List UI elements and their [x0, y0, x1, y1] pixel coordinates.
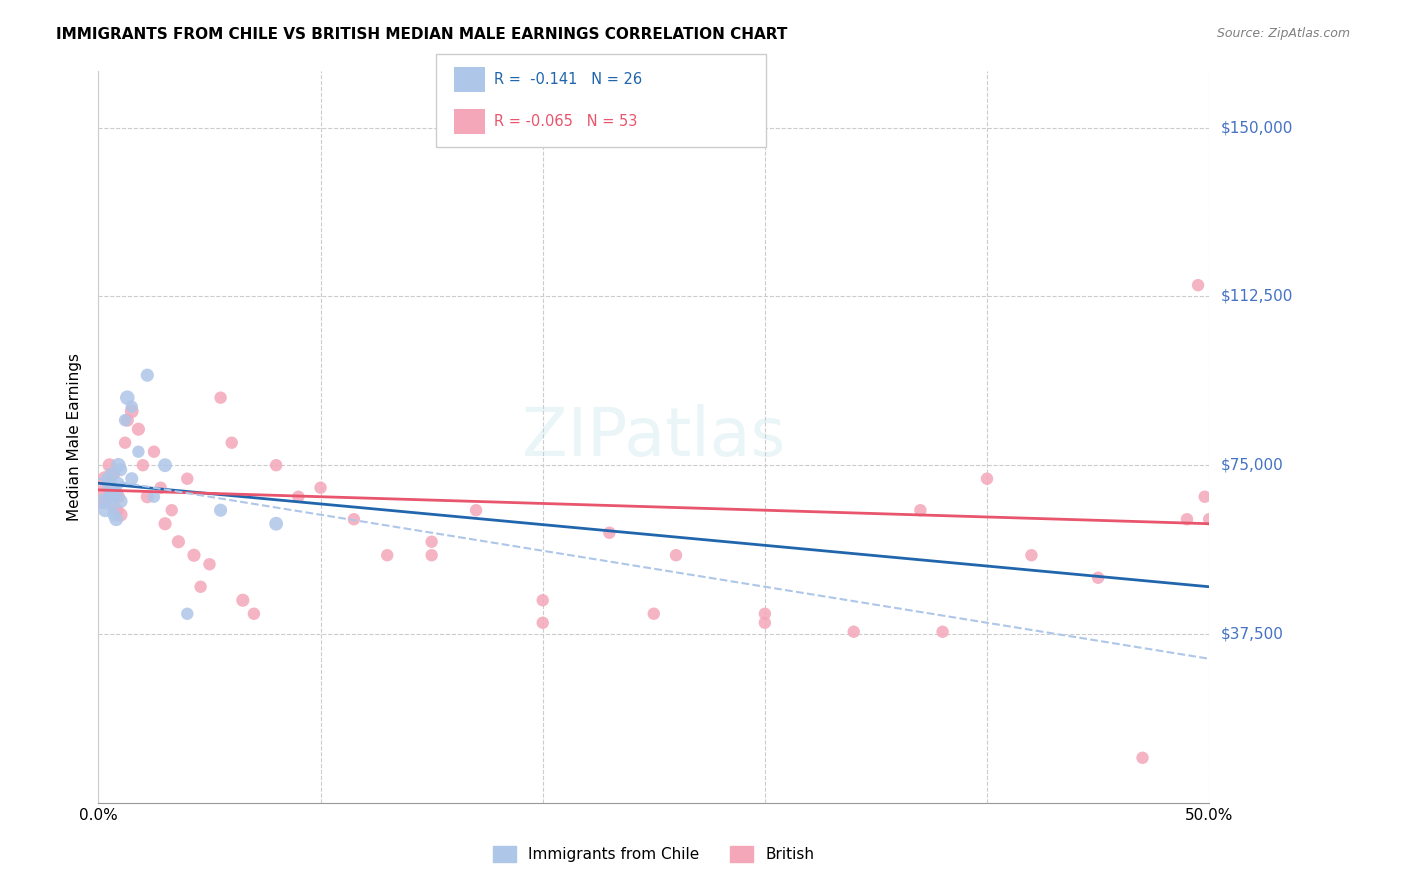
Point: [198, 558, 221, 572]
Text: Source: ZipAtlas.com: Source: ZipAtlas.com: [1216, 27, 1350, 40]
Point: [190, 580, 212, 594]
Point: [287, 490, 309, 504]
Point: [665, 548, 688, 562]
Point: [107, 476, 129, 491]
Text: R =  -0.141   N = 26: R = -0.141 N = 26: [494, 72, 641, 87]
Point: [132, 458, 155, 473]
Point: [149, 481, 172, 495]
Point: [1132, 751, 1154, 765]
Text: $37,500: $37,500: [1220, 626, 1284, 641]
Point: [136, 368, 159, 383]
Point: [209, 503, 232, 517]
Text: R = -0.065   N = 53: R = -0.065 N = 53: [494, 114, 637, 128]
Point: [1087, 571, 1109, 585]
Point: [643, 607, 665, 621]
Point: [94, 503, 117, 517]
Point: [176, 607, 198, 621]
Point: [153, 516, 176, 531]
Text: IMMIGRANTS FROM CHILE VS BRITISH MEDIAN MALE EARNINGS CORRELATION CHART: IMMIGRANTS FROM CHILE VS BRITISH MEDIAN …: [56, 27, 787, 42]
Point: [1187, 278, 1209, 293]
Point: [343, 512, 366, 526]
Point: [117, 413, 139, 427]
Point: [243, 607, 266, 621]
Point: [420, 548, 443, 562]
Point: [96, 472, 118, 486]
Point: [107, 490, 129, 504]
Point: [105, 503, 128, 517]
Text: $150,000: $150,000: [1220, 120, 1292, 135]
Point: [107, 458, 129, 473]
Point: [176, 472, 198, 486]
Point: [136, 490, 159, 504]
Point: [309, 481, 332, 495]
Point: [127, 444, 149, 458]
Point: [465, 503, 488, 517]
Point: [221, 435, 243, 450]
Point: [598, 525, 620, 540]
Point: [98, 481, 121, 495]
Point: [160, 503, 183, 517]
Point: [754, 607, 776, 621]
Text: ZIPatlas: ZIPatlas: [522, 404, 786, 470]
Point: [91, 494, 114, 508]
Point: [121, 400, 143, 414]
Point: [100, 481, 122, 495]
Point: [754, 615, 776, 630]
Point: [531, 615, 554, 630]
Legend: Immigrants from Chile, British: Immigrants from Chile, British: [486, 840, 821, 868]
Point: [105, 485, 128, 500]
Point: [98, 458, 121, 473]
Point: [100, 499, 122, 513]
Point: [842, 624, 865, 639]
Point: [100, 467, 122, 482]
Point: [910, 503, 932, 517]
Y-axis label: Median Male Earnings: Median Male Earnings: [67, 353, 83, 521]
Point: [167, 534, 190, 549]
Point: [143, 490, 166, 504]
Point: [103, 490, 125, 504]
Point: [153, 458, 176, 473]
Point: [209, 391, 232, 405]
Point: [127, 422, 149, 436]
Point: [143, 444, 166, 458]
Point: [1021, 548, 1043, 562]
Point: [931, 624, 953, 639]
Point: [91, 490, 114, 504]
Point: [110, 508, 132, 522]
Point: [183, 548, 205, 562]
Point: [375, 548, 398, 562]
Point: [117, 391, 139, 405]
Point: [103, 467, 125, 482]
Point: [94, 472, 117, 486]
Point: [264, 458, 287, 473]
Point: [264, 516, 287, 531]
Point: [114, 413, 136, 427]
Text: $75,000: $75,000: [1220, 458, 1284, 473]
Text: $112,500: $112,500: [1220, 289, 1292, 304]
Point: [103, 508, 125, 522]
Point: [976, 472, 998, 486]
Point: [232, 593, 254, 607]
Point: [98, 490, 121, 504]
Point: [114, 435, 136, 450]
Point: [121, 404, 143, 418]
Point: [110, 463, 132, 477]
Point: [105, 512, 128, 526]
Point: [121, 472, 143, 486]
Point: [420, 534, 443, 549]
Point: [1194, 490, 1216, 504]
Point: [1175, 512, 1198, 526]
Point: [1198, 512, 1220, 526]
Point: [110, 494, 132, 508]
Point: [531, 593, 554, 607]
